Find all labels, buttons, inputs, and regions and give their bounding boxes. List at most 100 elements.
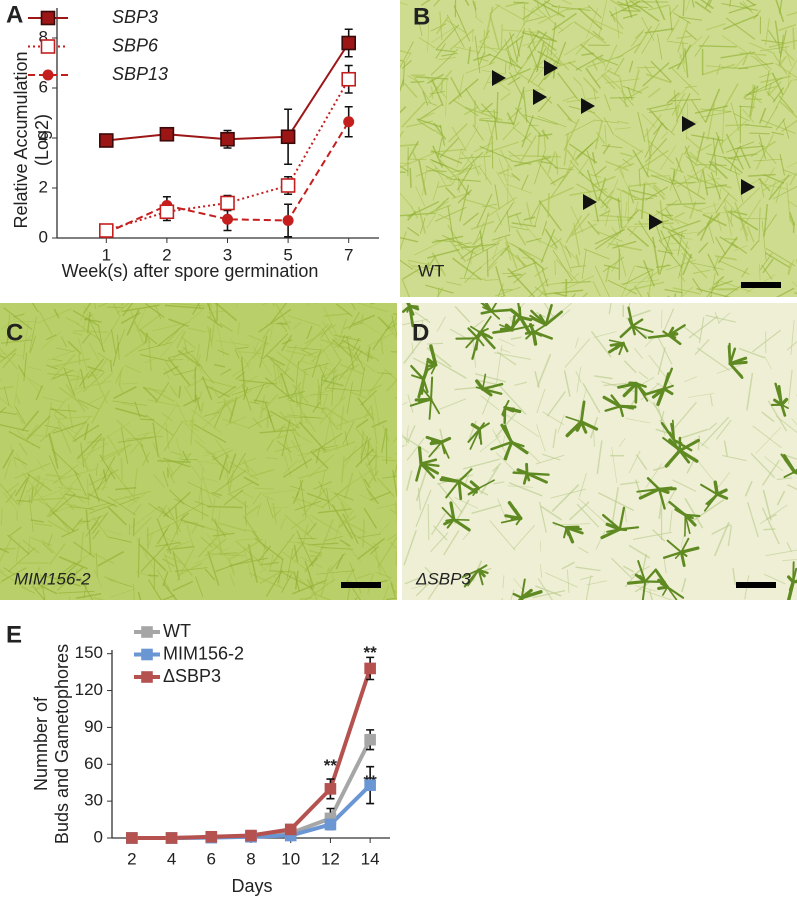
filament <box>101 421 131 442</box>
filament <box>115 487 137 491</box>
filament <box>566 149 580 167</box>
filament <box>526 237 542 243</box>
filament <box>276 351 309 376</box>
bud-spoke <box>411 374 425 381</box>
filament <box>700 111 732 118</box>
filament <box>234 348 240 359</box>
filament <box>749 132 770 135</box>
filament <box>148 503 174 521</box>
filament <box>365 350 380 362</box>
filament <box>755 426 782 454</box>
marker <box>99 133 114 148</box>
bud-spoke <box>518 315 532 336</box>
bud-spoke <box>579 420 599 431</box>
filament <box>679 105 686 119</box>
filament <box>427 13 430 52</box>
bud-spoke <box>641 580 647 600</box>
filament <box>779 153 786 176</box>
filament <box>744 480 753 497</box>
filament <box>344 431 349 446</box>
filament <box>335 554 344 570</box>
filament <box>280 372 290 397</box>
filament <box>400 79 405 93</box>
filament <box>608 242 643 251</box>
bud-spoke <box>406 305 411 313</box>
filament <box>320 547 354 550</box>
filament <box>753 158 783 162</box>
filament <box>581 85 586 101</box>
filament <box>92 516 109 538</box>
filament <box>383 585 390 600</box>
filament <box>252 417 263 429</box>
bud-spoke <box>634 382 646 395</box>
bud-spoke <box>713 480 719 496</box>
filament <box>638 169 641 187</box>
bud-spoke <box>664 448 682 468</box>
filament <box>392 436 397 443</box>
filament <box>512 272 527 284</box>
filament <box>459 151 484 175</box>
filament <box>523 155 561 158</box>
filament <box>286 547 294 580</box>
filament <box>538 501 547 533</box>
filament <box>478 46 509 51</box>
filament <box>78 353 81 365</box>
filament <box>433 129 446 139</box>
bud-spoke <box>679 546 700 554</box>
filament <box>593 87 597 101</box>
filament <box>297 354 306 366</box>
filament <box>614 127 631 130</box>
bud-spoke <box>678 448 699 463</box>
filament <box>582 382 601 414</box>
bud-spoke <box>479 315 492 334</box>
filament <box>722 454 747 462</box>
bud-spoke <box>631 324 636 336</box>
filament <box>671 68 700 96</box>
filament <box>521 39 542 47</box>
filament <box>618 3 649 9</box>
filament <box>174 369 195 376</box>
bud-spoke <box>666 586 685 599</box>
filament <box>496 171 516 204</box>
x-tick-label: 14 <box>361 849 380 868</box>
scale-bar <box>741 282 781 288</box>
filament <box>684 152 716 173</box>
filament <box>761 507 780 545</box>
filament <box>638 149 669 171</box>
filament <box>375 445 378 476</box>
filament <box>676 105 680 119</box>
filament <box>590 330 612 358</box>
filament <box>320 344 333 367</box>
filament <box>109 466 134 497</box>
bud-spoke <box>619 405 624 418</box>
filament <box>591 175 616 187</box>
bud-spoke <box>441 506 455 521</box>
filament <box>462 198 497 210</box>
filament <box>530 31 557 52</box>
filament <box>610 557 633 579</box>
filament <box>493 109 498 141</box>
filament <box>653 184 666 196</box>
filament <box>112 343 120 367</box>
filament <box>761 411 775 423</box>
filament <box>224 416 247 427</box>
filament <box>0 411 17 416</box>
filament <box>679 237 693 240</box>
filament <box>676 44 692 70</box>
filament <box>229 574 235 587</box>
filament <box>382 459 397 462</box>
filament <box>564 119 596 136</box>
filament <box>635 208 653 216</box>
filament <box>743 85 759 99</box>
bud-spoke <box>618 342 625 356</box>
filament <box>765 247 796 267</box>
filament <box>41 396 65 403</box>
filament <box>164 361 176 376</box>
filament <box>310 450 329 470</box>
bud-spoke <box>660 422 676 442</box>
filament <box>518 248 545 270</box>
marker <box>324 818 337 831</box>
filament <box>56 365 79 373</box>
x-axis-label: Days <box>231 876 272 896</box>
y-tick-label: 6 <box>39 77 48 96</box>
